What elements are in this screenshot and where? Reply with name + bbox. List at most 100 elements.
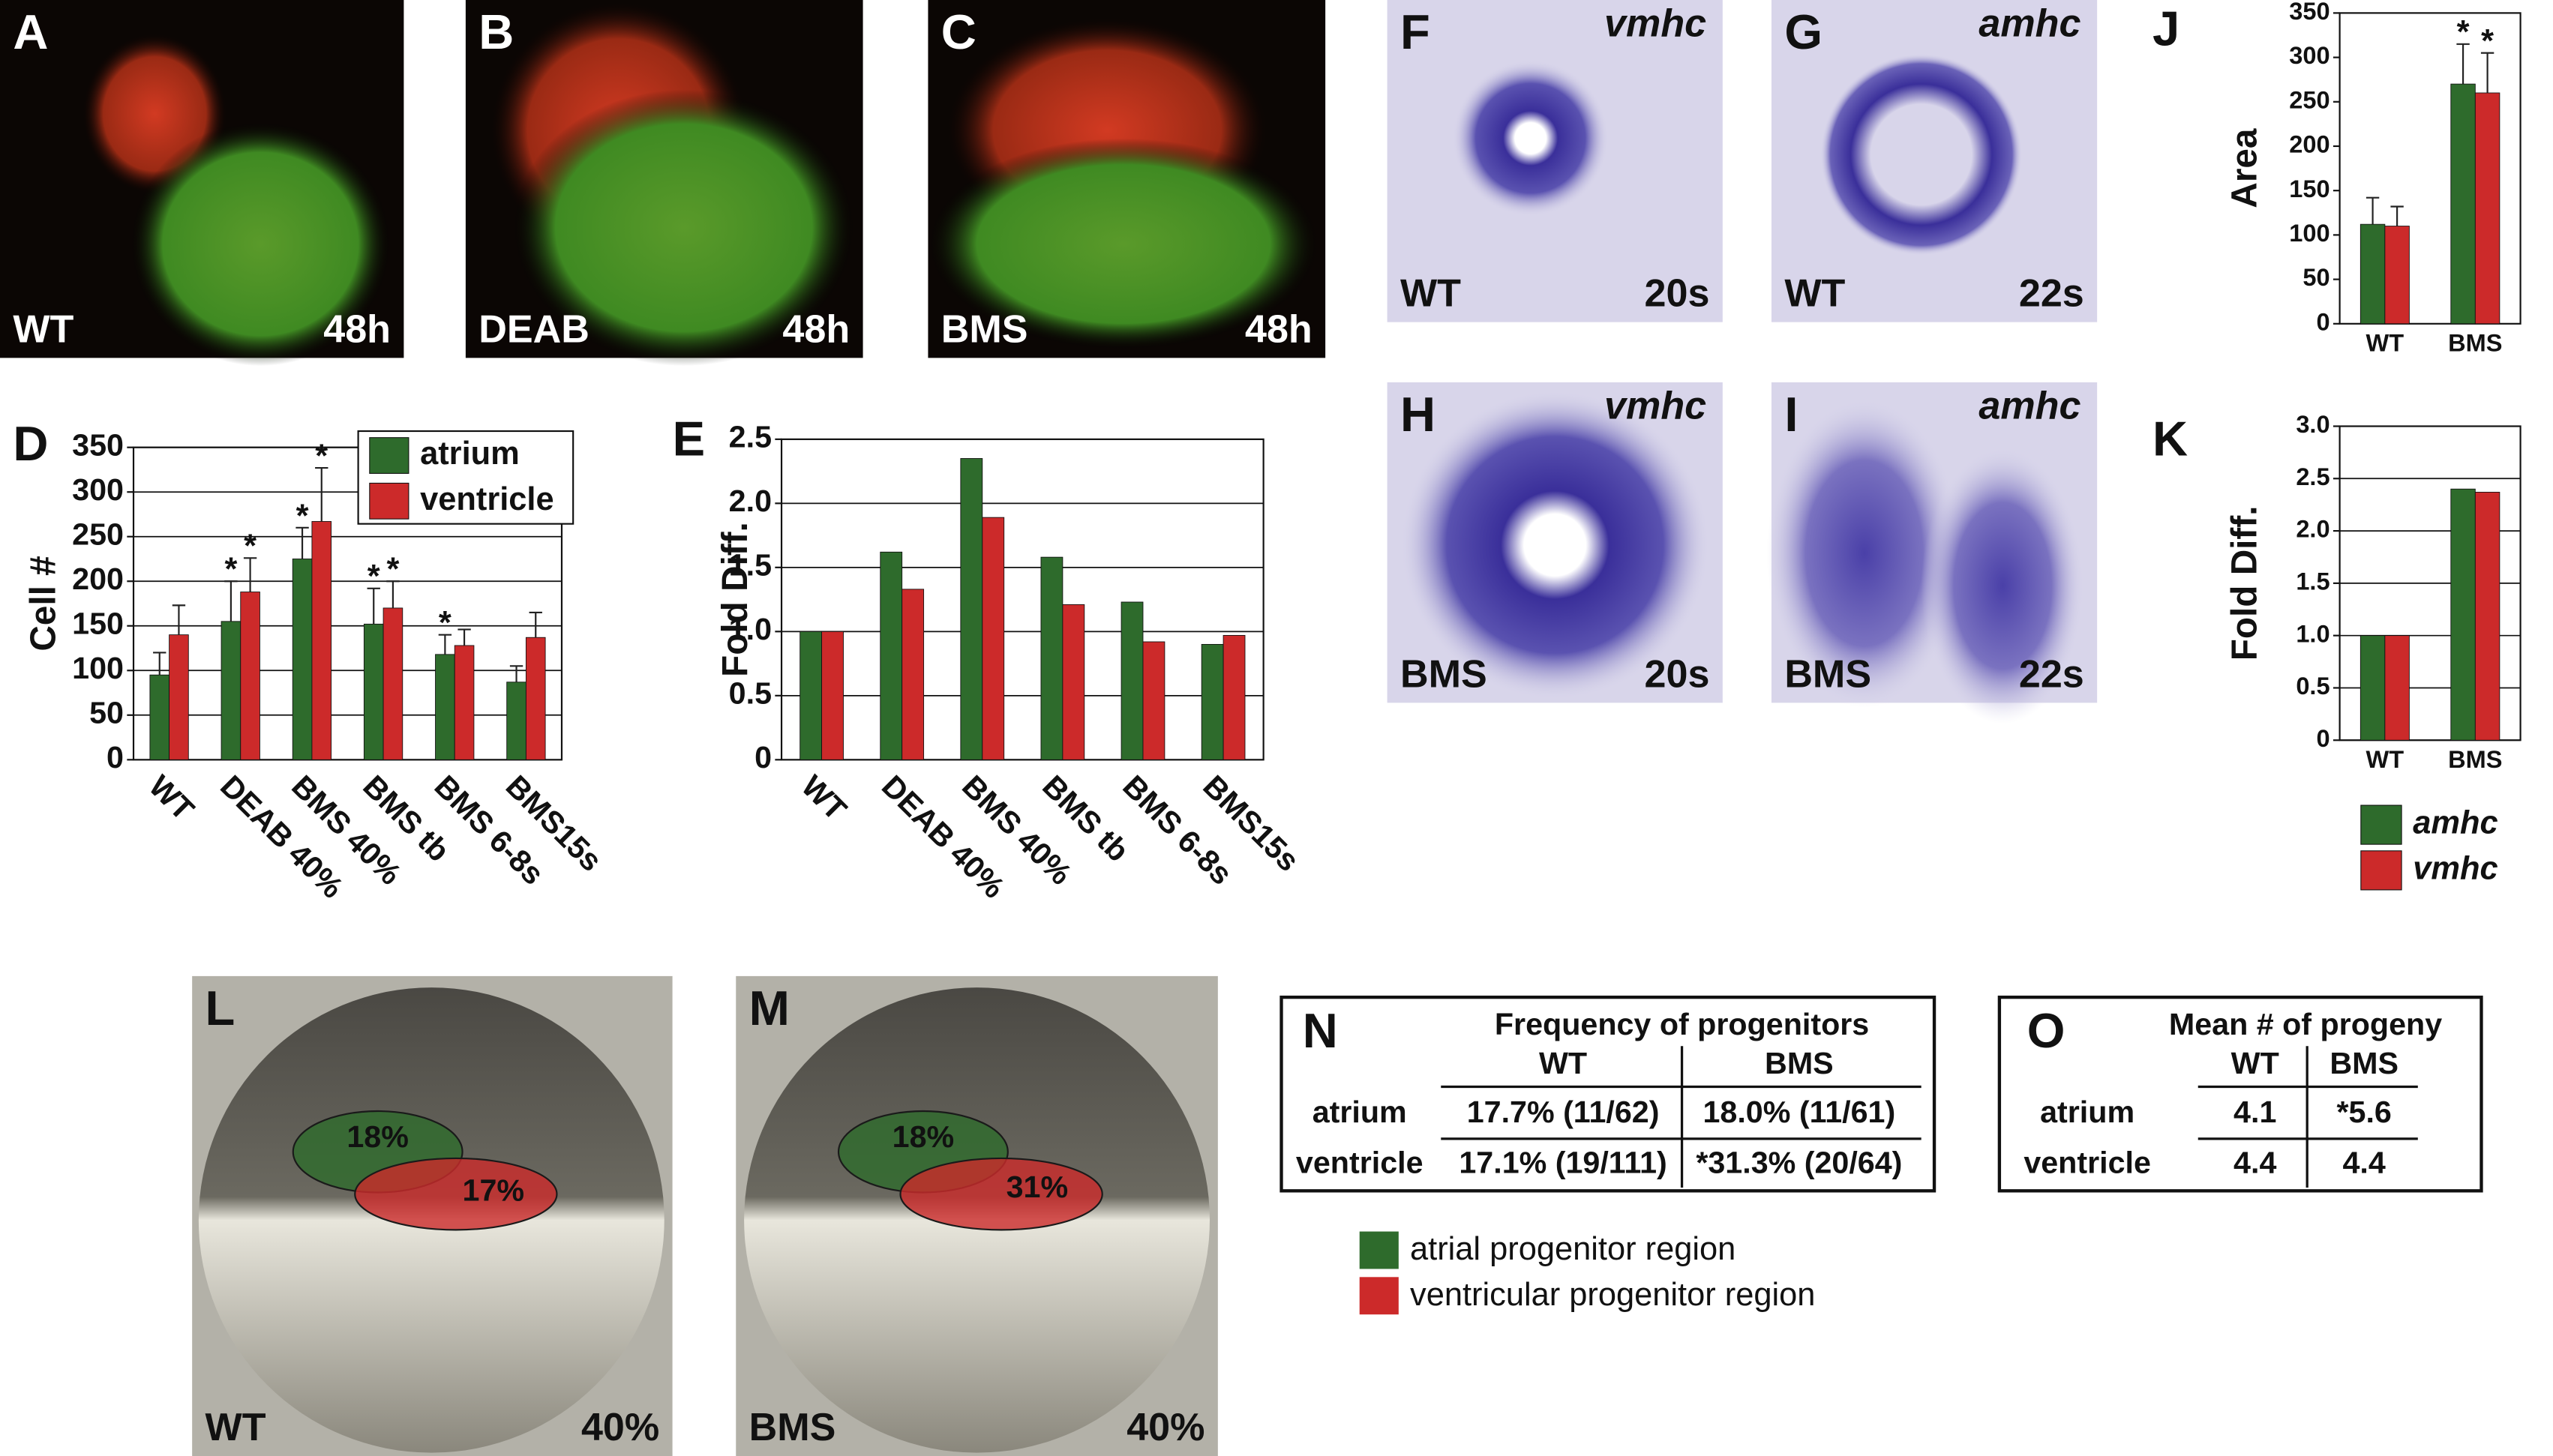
table-cell: 4.1 xyxy=(2234,1095,2276,1129)
bar xyxy=(454,645,475,760)
panel-letter: M xyxy=(749,981,790,1035)
panel-label: 48h xyxy=(323,307,391,351)
panel-label: BMS xyxy=(1400,652,1487,696)
legend-label: ventricle xyxy=(420,481,554,517)
bar xyxy=(525,637,546,760)
y-tick-label: 50 xyxy=(2302,264,2330,291)
gene-label: amhc xyxy=(1978,1,2080,45)
y-tick-label: 200 xyxy=(72,562,124,596)
column-header: WT xyxy=(1539,1046,1587,1080)
table-cell: 4.4 xyxy=(2343,1145,2386,1179)
y-tick-label: 100 xyxy=(2289,220,2330,247)
y-tick-label: 250 xyxy=(72,517,124,552)
y-axis-title: Cell # xyxy=(23,556,63,651)
legend-swatch xyxy=(2360,804,2402,845)
bar xyxy=(902,589,925,760)
error-bar xyxy=(153,652,166,676)
error-bar xyxy=(2456,43,2470,85)
legend-swatch xyxy=(2360,850,2402,891)
y-tick-label: 2.5 xyxy=(2296,463,2330,490)
bar xyxy=(363,623,384,760)
significance-mark: * xyxy=(2481,23,2494,59)
bar xyxy=(240,592,260,760)
bar xyxy=(880,551,903,760)
bar xyxy=(1062,604,1085,760)
y-tick-label: 150 xyxy=(72,607,124,641)
region-label: 17% xyxy=(463,1173,525,1207)
bar xyxy=(2474,492,2500,741)
significance-mark: * xyxy=(315,439,328,475)
table-title: Frequency of progenitors xyxy=(1495,1007,1869,1041)
table-letter: N xyxy=(1303,1003,1338,1058)
y-tick-label: 0.5 xyxy=(729,676,772,711)
panel-label: 22s xyxy=(2019,272,2084,316)
bar xyxy=(982,517,1005,760)
y-tick-label: 50 xyxy=(89,696,124,730)
y-tick-label: 200 xyxy=(2289,131,2330,158)
row-label: ventricle xyxy=(1296,1145,1424,1179)
y-tick-label: 0 xyxy=(754,740,772,774)
bar xyxy=(800,631,823,760)
y-tick-label: 1.5 xyxy=(2296,568,2330,595)
y-axis-title: Area xyxy=(2224,128,2264,208)
y-tick-label: 350 xyxy=(72,428,124,463)
error-bar xyxy=(224,580,238,622)
x-tick-label: WT xyxy=(142,768,201,827)
significance-mark: * xyxy=(244,529,256,565)
bar xyxy=(506,682,526,760)
significance-mark: * xyxy=(296,498,309,534)
plot-frame xyxy=(132,446,563,761)
panel-letter: F xyxy=(1400,4,1430,59)
panel-label: 20s xyxy=(1645,652,1710,696)
panel-label: 48h xyxy=(782,307,850,351)
panel-label: WT xyxy=(13,307,74,351)
panel-letter: C xyxy=(941,4,976,59)
panel-label: 40% xyxy=(1126,1406,1204,1449)
panel-letter: J xyxy=(2152,1,2180,56)
y-tick-label: 2.5 xyxy=(729,420,772,454)
bar xyxy=(2360,223,2386,325)
region-label: 18% xyxy=(892,1119,955,1154)
error-bar xyxy=(2366,196,2380,225)
table-border xyxy=(1280,995,1936,1193)
bar xyxy=(382,607,404,760)
x-tick-label: BMS xyxy=(2448,330,2502,357)
panel-label: WT xyxy=(1784,272,1845,316)
panel-label: BMS xyxy=(749,1406,836,1449)
significance-mark: * xyxy=(224,552,237,588)
y-axis-title: Fold Diff. xyxy=(716,522,755,677)
legend-label: amhc xyxy=(2413,805,2498,841)
panel-letter: E xyxy=(673,411,705,466)
table-cell: *31.3% (20/64) xyxy=(1696,1145,1902,1179)
bar xyxy=(1222,635,1246,760)
table-title: Mean # of progeny xyxy=(2169,1007,2442,1041)
bar xyxy=(2384,226,2410,325)
bar xyxy=(2450,488,2476,741)
error-bar xyxy=(458,628,471,646)
legend-label: ventricular progenitor region xyxy=(1410,1277,1815,1313)
panel-letter: B xyxy=(478,4,514,59)
x-tick-label: WT xyxy=(2366,746,2404,773)
bar xyxy=(149,674,170,760)
y-tick-label: 0 xyxy=(2316,725,2330,752)
error-bar xyxy=(243,557,257,592)
x-tick-label: WT xyxy=(795,768,854,827)
legend-label: atrial progenitor region xyxy=(1410,1231,1736,1267)
bar xyxy=(311,521,332,760)
y-tick-label: 3.0 xyxy=(2296,411,2330,438)
panel-letter: K xyxy=(2152,411,2188,466)
error-bar xyxy=(367,587,380,625)
error-bar xyxy=(529,611,542,638)
panel-label: 22s xyxy=(2019,652,2084,696)
panel-label: DEAB xyxy=(478,307,590,351)
bar xyxy=(2474,92,2500,325)
bar xyxy=(821,631,844,760)
y-tick-label: 0.5 xyxy=(2296,673,2330,700)
error-bar xyxy=(509,665,524,682)
column-header: WT xyxy=(2231,1046,2279,1080)
region-label: 31% xyxy=(1006,1170,1069,1204)
significance-mark: * xyxy=(439,605,452,641)
legend-swatch xyxy=(369,437,410,474)
